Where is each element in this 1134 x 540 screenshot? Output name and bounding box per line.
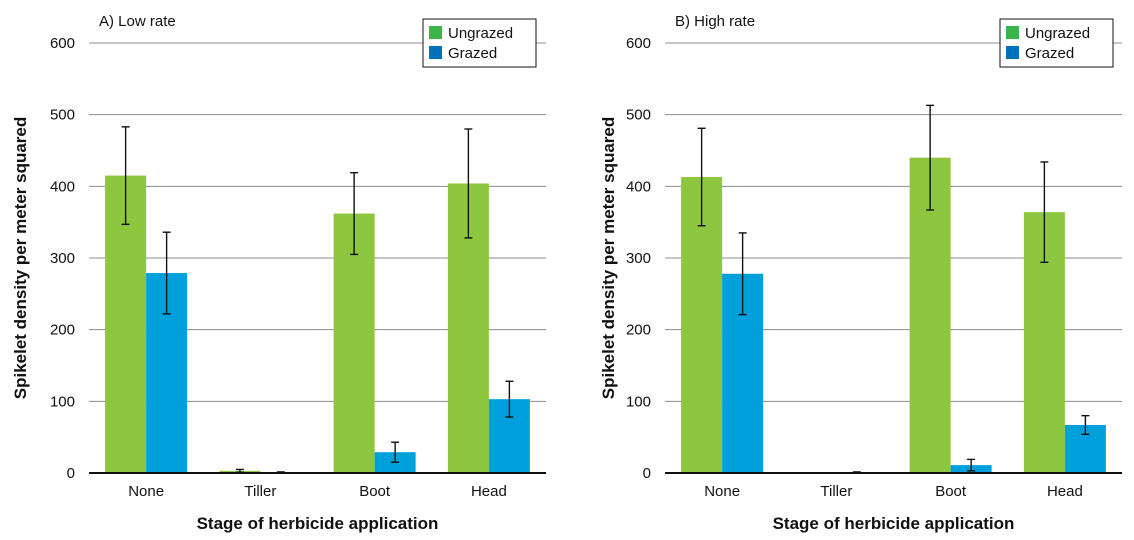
x-tick-label: Boot bbox=[359, 483, 391, 500]
x-tick-label: None bbox=[704, 483, 740, 500]
bar-ungrazed-none bbox=[105, 175, 147, 474]
y-tick-label: 400 bbox=[50, 178, 75, 195]
error-bar-ungrazed-none bbox=[697, 127, 706, 227]
error-bar-ungrazed-head bbox=[464, 128, 473, 239]
error-bar-grazed-none bbox=[162, 231, 171, 315]
y-tick-label: 600 bbox=[626, 35, 651, 52]
y-tick-label: 600 bbox=[50, 35, 75, 52]
x-axis-title: Stage of herbicide application bbox=[773, 514, 1015, 533]
y-tick-label: 300 bbox=[626, 250, 651, 267]
legend-label-ungrazed: Ungrazed bbox=[448, 25, 513, 42]
panel-label: A) Low rate bbox=[99, 13, 176, 30]
y-tick-label: 500 bbox=[626, 107, 651, 124]
x-tick-label: Tiller bbox=[820, 483, 852, 500]
error-bar-grazed-boot bbox=[967, 458, 976, 472]
legend: Ungrazed Grazed bbox=[999, 18, 1114, 68]
x-tick-label: None bbox=[128, 483, 164, 500]
legend-swatch-ungrazed bbox=[1006, 26, 1019, 39]
error-bar-ungrazed-head bbox=[1040, 161, 1049, 263]
y-tick-label: 300 bbox=[50, 250, 75, 267]
legend-label-grazed: Grazed bbox=[448, 45, 497, 62]
error-bar-ungrazed-boot bbox=[926, 104, 935, 211]
y-axis-title: Spikelet density per meter squared bbox=[599, 117, 618, 400]
legend-label-ungrazed: Ungrazed bbox=[1025, 25, 1090, 42]
legend: Ungrazed Grazed bbox=[422, 18, 537, 68]
error-bar-grazed-head bbox=[505, 380, 514, 418]
error-bar-grazed-none bbox=[738, 232, 747, 316]
x-tick-label: Head bbox=[471, 483, 507, 500]
y-tick-label: 200 bbox=[626, 322, 651, 339]
error-bar-ungrazed-boot bbox=[350, 172, 359, 256]
legend-label-grazed: Grazed bbox=[1025, 45, 1074, 62]
chart-panel-a: 0 100 200 300 400 500 600 None Tiller Boot Head Sta… bbox=[11, 13, 546, 533]
legend-swatch-grazed bbox=[1006, 46, 1019, 59]
error-bar-ungrazed-none bbox=[121, 126, 130, 226]
chart-panel-b: 0 100 200 300 400 500 600 None Tiller Boot Head Sta… bbox=[599, 13, 1122, 533]
x-tick-label: Boot bbox=[935, 483, 967, 500]
y-tick-label: 0 bbox=[67, 465, 75, 482]
legend-swatch-grazed bbox=[429, 46, 442, 59]
x-axis-title: Stage of herbicide application bbox=[197, 514, 439, 533]
y-tick-label: 100 bbox=[626, 393, 651, 410]
error-bar-grazed-head bbox=[1081, 414, 1090, 435]
error-bar-ungrazed-tiller bbox=[235, 468, 244, 473]
y-tick-label: 400 bbox=[626, 178, 651, 195]
x-tick-label: Tiller bbox=[244, 483, 276, 500]
y-tick-label: 500 bbox=[50, 107, 75, 124]
y-tick-label: 0 bbox=[643, 465, 651, 482]
legend-swatch-ungrazed bbox=[429, 26, 442, 39]
y-tick-label: 100 bbox=[50, 393, 75, 410]
bar-ungrazed-boot bbox=[333, 213, 375, 474]
y-axis-title: Spikelet density per meter squared bbox=[11, 117, 30, 400]
y-tick-label: 200 bbox=[50, 322, 75, 339]
x-tick-label: Head bbox=[1047, 483, 1083, 500]
panel-label: B) High rate bbox=[675, 13, 755, 30]
error-bar-grazed-boot bbox=[391, 441, 400, 463]
